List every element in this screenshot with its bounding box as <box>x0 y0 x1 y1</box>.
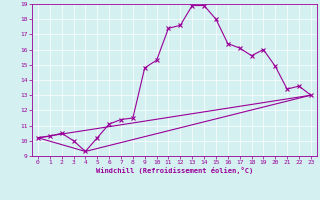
X-axis label: Windchill (Refroidissement éolien,°C): Windchill (Refroidissement éolien,°C) <box>96 167 253 174</box>
